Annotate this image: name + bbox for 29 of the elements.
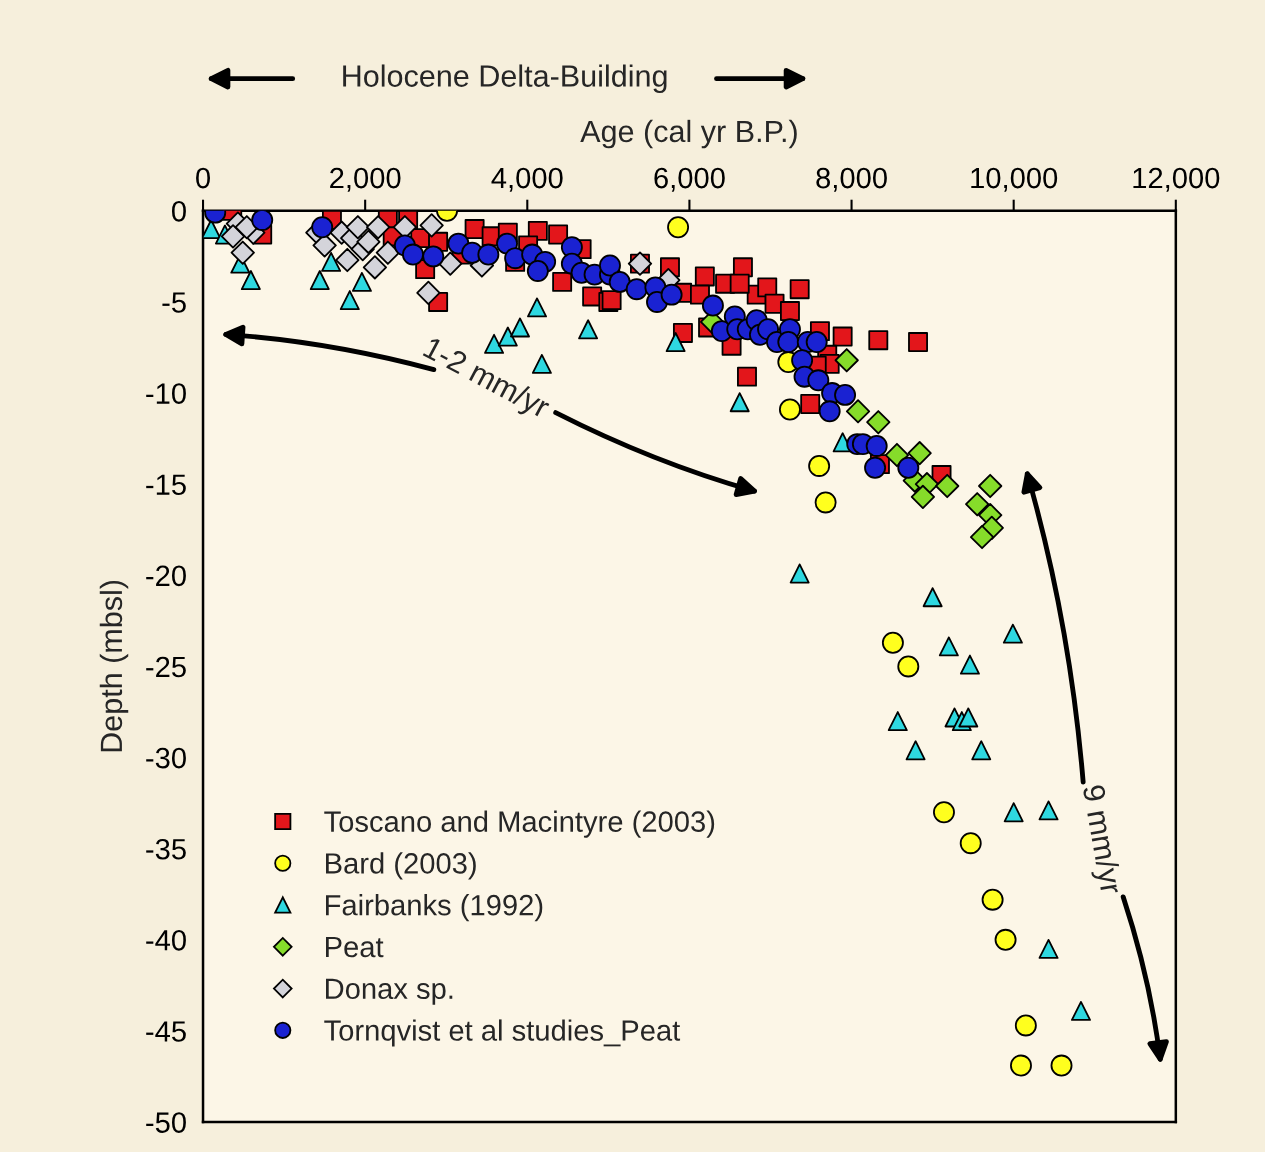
annotation: 9 mm/yr [1076, 784, 1124, 896]
y-tick-label: -15 [146, 474, 186, 496]
x-tick-label: 8,000 [816, 167, 887, 192]
y-tick-label: -45 [146, 1021, 186, 1042]
y-axis-title: Depth (mbsl) [99, 580, 129, 752]
legend-label: Bard (2003) [326, 852, 476, 880]
x-tick-label: 4,000 [491, 167, 563, 192]
legend-label: Donax sp. [326, 978, 453, 1005]
annotation: 1-2 mm/yr [419, 335, 553, 425]
x-axis-title: Age (cal yr B.P.) [580, 119, 797, 149]
y-tick-label: -5 [162, 292, 186, 313]
x-tick-label: 10,000 [971, 167, 1058, 192]
x-tick-label: 2,000 [330, 167, 401, 192]
text: Holocene Delta-Building [343, 64, 667, 93]
y-tick-label: -35 [146, 838, 186, 860]
legend-label: Peat [326, 936, 384, 958]
y-tick-label: -30 [146, 747, 186, 769]
legend-label: Tornqvist et al studies_Peat [324, 1019, 681, 1047]
x-tick-label: 0 [196, 167, 210, 189]
y-tick-label: -40 [146, 930, 186, 951]
y-tick-label: -20 [146, 565, 186, 587]
y-tick-label: -25 [146, 656, 186, 678]
x-tick-label: 12,000 [1133, 167, 1220, 192]
y-tick-label: 0 [171, 201, 186, 222]
legend-label: Fairbanks (1992) [326, 894, 543, 922]
y-tick-label: -50 [146, 1112, 186, 1133]
x-tick-label: 6,000 [654, 167, 725, 192]
y-tick-label: -10 [146, 383, 186, 404]
legend-label: Toscano and Macintyre (2003) [324, 810, 715, 838]
